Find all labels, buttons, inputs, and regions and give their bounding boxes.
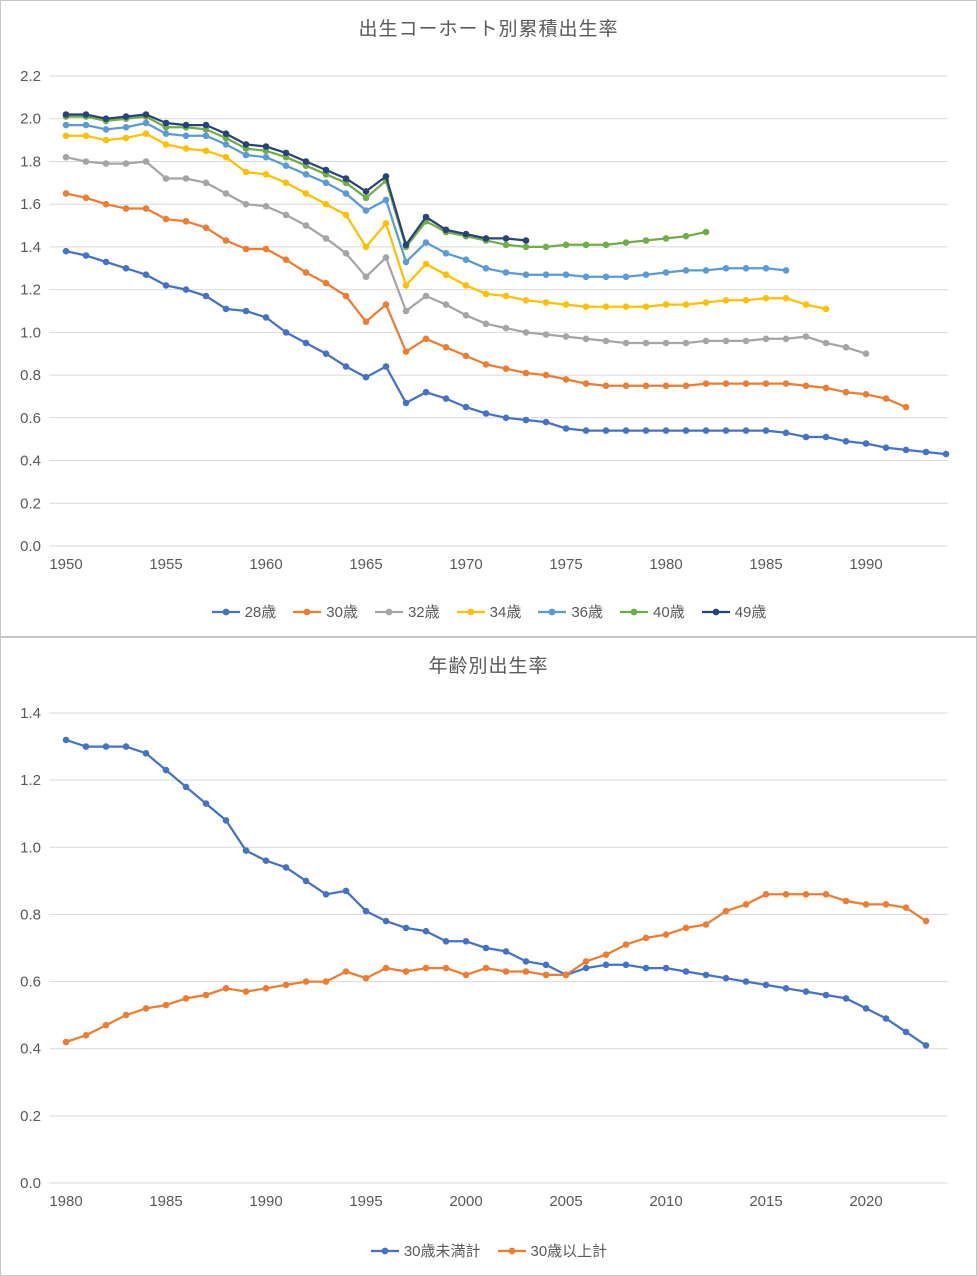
svg-text:1995: 1995	[349, 1193, 382, 1210]
svg-text:1985: 1985	[149, 1193, 182, 1210]
legend-label-6: 49歳	[734, 604, 767, 621]
svg-text:0.0: 0.0	[20, 1175, 41, 1192]
legend-item-2: 32歳	[374, 601, 440, 622]
series-line-6	[64, 113, 528, 246]
series-markers-0	[62, 247, 950, 458]
svg-text:1.0: 1.0	[20, 324, 41, 341]
svg-text:1950: 1950	[49, 556, 82, 573]
cohort-cumulative-fertility-chart-panel: 出生コーホート別累積出生率 0.0 0.2 0.4 0.6 0.8 1.0 1.2 1.4 1.…	[0, 0, 977, 637]
line-marker-icon	[293, 608, 322, 615]
age-chart-title: 年齢別出生率	[428, 656, 549, 677]
svg-text:2.2: 2.2	[20, 68, 41, 85]
legend-item-5: 40歳	[619, 601, 685, 622]
series-markers-5	[62, 113, 710, 251]
svg-text:1.8: 1.8	[20, 154, 41, 171]
legend-item-0: 30歳未満計	[370, 1240, 481, 1261]
svg-text:1.2: 1.2	[20, 282, 41, 299]
y-axis-labels: 0.0 0.2 0.4 0.6 0.8 1.0 1.2 1.4	[20, 705, 41, 1192]
series-line-1	[64, 893, 928, 1044]
svg-text:2015: 2015	[749, 1193, 782, 1210]
svg-text:1.6: 1.6	[20, 196, 41, 213]
svg-text:1960: 1960	[249, 556, 282, 573]
fertility-by-age-chart-panel: 年齢別出生率 0.0 0.2 0.4 0.6 0.8 1.0 1.2 1.4 1980 1985 1…	[0, 637, 977, 1276]
legend-item-1: 30歳以上計	[497, 1240, 608, 1261]
svg-text:1980: 1980	[49, 1193, 82, 1210]
svg-text:2020: 2020	[849, 1193, 882, 1210]
series-markers-1	[62, 891, 930, 1046]
line-marker-icon	[620, 608, 649, 615]
series-markers-6	[62, 111, 530, 249]
line-marker-icon	[456, 608, 485, 615]
svg-text:0.2: 0.2	[20, 1108, 41, 1125]
svg-text:2010: 2010	[649, 1193, 682, 1210]
svg-text:1.4: 1.4	[20, 705, 41, 722]
series-markers-0	[62, 736, 930, 1049]
line-marker-icon	[538, 608, 567, 615]
svg-text:0.0: 0.0	[20, 538, 41, 555]
legend-item-6: 49歳	[701, 601, 767, 622]
svg-text:1985: 1985	[749, 556, 782, 573]
legend-label-0: 30歳未満計	[403, 1243, 481, 1260]
svg-text:1990: 1990	[249, 1193, 282, 1210]
svg-text:1.2: 1.2	[20, 772, 41, 789]
y-axis-labels: 0.0 0.2 0.4 0.6 0.8 1.0 1.2 1.4 1.6 1.8 2.0 2.2	[20, 68, 41, 555]
legend-label-3: 34歳	[489, 604, 522, 621]
svg-text:1975: 1975	[549, 556, 582, 573]
svg-text:1965: 1965	[349, 556, 382, 573]
svg-text:0.2: 0.2	[20, 495, 41, 512]
legend-item-4: 36歳	[537, 601, 603, 622]
line-marker-icon	[374, 608, 403, 615]
series-markers-1	[62, 190, 910, 411]
cohort-chart-legend: 28歳 30歳 32歳 34歳 36歳 40歳 49歳	[1, 601, 976, 622]
line-marker-icon	[370, 1247, 399, 1254]
age-chart-legend: 30歳未満計 30歳以上計	[1, 1240, 976, 1261]
svg-text:1.4: 1.4	[20, 239, 41, 256]
legend-label-0: 28歳	[244, 604, 277, 621]
legend-item-1: 30歳	[292, 601, 358, 622]
svg-text:2000: 2000	[449, 1193, 482, 1210]
svg-text:0.4: 0.4	[20, 453, 41, 470]
gridlines	[49, 712, 948, 1184]
line-marker-icon	[497, 1247, 526, 1254]
legend-label-1: 30歳	[326, 604, 358, 621]
svg-text:0.6: 0.6	[20, 410, 41, 427]
series-line-0	[64, 738, 928, 1047]
line-marker-icon	[211, 608, 240, 615]
gridlines	[49, 75, 948, 547]
svg-text:2.0: 2.0	[20, 111, 41, 128]
series-markers-2	[62, 153, 870, 358]
cohort-chart-title: 出生コーホート別累積出生率	[358, 19, 619, 40]
x-axis-labels: 1950 1955 1960 1965 1970 1975 1980 1985 1990	[49, 556, 882, 573]
svg-text:1980: 1980	[649, 556, 682, 573]
svg-text:0.8: 0.8	[20, 367, 41, 384]
legend-item-3: 34歳	[456, 601, 522, 622]
legend-label-2: 32歳	[407, 604, 440, 621]
svg-text:1955: 1955	[149, 556, 182, 573]
legend-item-0: 28歳	[211, 601, 277, 622]
series-markers-3	[62, 130, 830, 313]
svg-text:1970: 1970	[449, 556, 482, 573]
svg-text:0.6: 0.6	[20, 974, 41, 991]
svg-text:0.8: 0.8	[20, 906, 41, 923]
x-axis-labels: 1980 1985 1990 1995 2000 2005 2010 2015 2020	[49, 1193, 882, 1210]
svg-text:1.0: 1.0	[20, 839, 41, 856]
legend-label-1: 30歳以上計	[530, 1243, 608, 1260]
series-line-2	[64, 156, 868, 355]
svg-text:0.4: 0.4	[20, 1041, 41, 1058]
age-chart-canvas: 0.0 0.2 0.4 0.6 0.8 1.0 1.2 1.4 1980 1985 1990 1995…	[20, 705, 948, 1210]
legend-label-5: 40歳	[653, 604, 685, 621]
svg-text:2005: 2005	[549, 1193, 582, 1210]
line-marker-icon	[701, 608, 730, 615]
cohort-chart-canvas: 0.0 0.2 0.4 0.6 0.8 1.0 1.2 1.4 1.6 1.8 2.0 2.2 1950…	[20, 68, 950, 573]
svg-text:1990: 1990	[849, 556, 882, 573]
series-line-0	[64, 250, 948, 456]
series-markers-4	[62, 119, 790, 281]
legend-label-4: 36歳	[571, 604, 604, 621]
